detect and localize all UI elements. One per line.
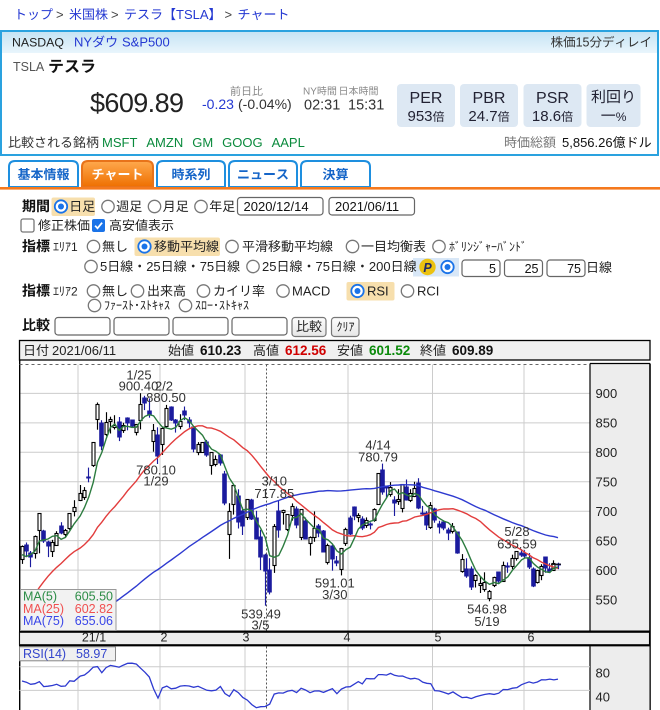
svg-text:15:31: 15:31 [348, 98, 384, 114]
svg-text:3: 3 [243, 631, 250, 645]
svg-text:717.85: 717.85 [254, 486, 294, 501]
svg-text:18.6: 18.6 [532, 108, 561, 125]
svg-text:15: 15 [576, 36, 590, 50]
svg-text:3/30: 3/30 [322, 587, 347, 602]
svg-text:MA(75): MA(75) [23, 614, 64, 628]
svg-text:1/29: 1/29 [143, 474, 168, 489]
svg-text:80: 80 [596, 666, 610, 681]
svg-text:601.52: 601.52 [369, 343, 410, 358]
svg-text:40: 40 [596, 689, 610, 704]
svg-text:800: 800 [596, 445, 618, 460]
svg-text:635.59: 635.59 [497, 537, 537, 552]
svg-text:4/14: 4/14 [365, 438, 390, 453]
svg-text:900.40: 900.40 [119, 379, 159, 394]
svg-text:AAPL: AAPL [272, 135, 305, 150]
svg-text:%: % [616, 110, 627, 124]
svg-text:3/10: 3/10 [262, 474, 287, 489]
svg-text:600: 600 [596, 563, 618, 578]
svg-text:25: 25 [146, 259, 160, 274]
svg-text:655.06: 655.06 [75, 614, 113, 628]
svg-text:850: 850 [596, 416, 618, 431]
svg-text:602.82: 602.82 [75, 602, 113, 616]
svg-text:GM: GM [192, 135, 213, 150]
svg-text:PSR: PSR [536, 90, 569, 107]
svg-text:550: 550 [596, 592, 618, 607]
svg-text:2021/06/11: 2021/06/11 [52, 343, 116, 358]
svg-text:5: 5 [435, 631, 442, 645]
svg-text:TSLA: TSLA [176, 7, 209, 22]
svg-text:610.23: 610.23 [200, 343, 242, 358]
svg-text:4: 4 [344, 631, 351, 645]
svg-text:$609.89: $609.89 [90, 88, 183, 118]
svg-text:NY: NY [74, 35, 92, 50]
svg-text:2: 2 [161, 631, 168, 645]
svg-text:5,856.26: 5,856.26 [562, 135, 613, 150]
svg-text:RCI: RCI [417, 284, 439, 299]
svg-text:605.50: 605.50 [75, 590, 113, 604]
svg-text:546.98: 546.98 [467, 602, 507, 617]
svg-text:700: 700 [596, 504, 618, 519]
svg-text:>: > [111, 7, 119, 22]
svg-text:24.7: 24.7 [468, 108, 497, 125]
svg-text:1: 1 [71, 240, 78, 254]
svg-text:780.79: 780.79 [358, 450, 398, 465]
svg-text:2/2: 2/2 [155, 379, 173, 394]
svg-text:2020/12/14: 2020/12/14 [244, 199, 309, 214]
svg-text:NASDAQ: NASDAQ [12, 36, 64, 50]
svg-text:PER: PER [410, 90, 443, 107]
svg-text:58.97: 58.97 [76, 647, 107, 661]
svg-text:880.50: 880.50 [146, 390, 186, 405]
svg-text:780.10: 780.10 [136, 463, 176, 478]
svg-text:>: > [56, 7, 64, 22]
svg-text:GOOG: GOOG [222, 135, 262, 150]
svg-text:6: 6 [528, 631, 535, 645]
svg-text:(-0.04%): (-0.04%) [238, 96, 292, 112]
svg-text:2: 2 [71, 285, 78, 299]
svg-text:2021/06/11: 2021/06/11 [335, 199, 399, 214]
svg-text:5/28: 5/28 [504, 524, 529, 539]
svg-text:5: 5 [489, 262, 496, 276]
svg-text:MSFT: MSFT [102, 135, 137, 150]
svg-text:02:31: 02:31 [304, 98, 340, 114]
svg-text:5/19: 5/19 [474, 614, 499, 629]
svg-text:3/5: 3/5 [251, 618, 269, 633]
svg-text:1/25: 1/25 [126, 368, 151, 383]
svg-text:591.01: 591.01 [315, 576, 355, 591]
svg-text:NY: NY [303, 87, 317, 98]
svg-text:75: 75 [316, 259, 330, 274]
svg-text:650: 650 [596, 533, 618, 548]
svg-text:-0.23: -0.23 [202, 96, 234, 112]
svg-text:25: 25 [262, 259, 276, 274]
svg-text:200: 200 [369, 259, 391, 274]
svg-text:S&P500: S&P500 [122, 35, 170, 50]
svg-text:TSLA: TSLA [13, 60, 45, 74]
svg-text:953: 953 [407, 108, 432, 125]
svg-text:MA(5): MA(5) [23, 590, 57, 604]
svg-text:AMZN: AMZN [146, 135, 183, 150]
svg-text:P: P [423, 261, 432, 275]
svg-text:RSI(14): RSI(14) [23, 647, 66, 661]
svg-text:900: 900 [596, 386, 618, 401]
svg-text:PBR: PBR [473, 90, 506, 107]
svg-text:MA(25): MA(25) [23, 602, 64, 616]
svg-text:612.56: 612.56 [285, 343, 327, 358]
svg-text:609.89: 609.89 [452, 343, 493, 358]
svg-text:25: 25 [525, 262, 539, 276]
svg-text:RSI: RSI [367, 284, 389, 299]
svg-text:>: > [225, 7, 233, 22]
svg-text:75: 75 [567, 262, 581, 276]
svg-text:539.49: 539.49 [241, 607, 281, 622]
svg-text:750: 750 [596, 474, 618, 489]
svg-text:75: 75 [200, 259, 214, 274]
svg-text:5: 5 [100, 259, 107, 274]
svg-text:21/1: 21/1 [82, 631, 106, 645]
svg-text:MACD: MACD [292, 284, 330, 299]
